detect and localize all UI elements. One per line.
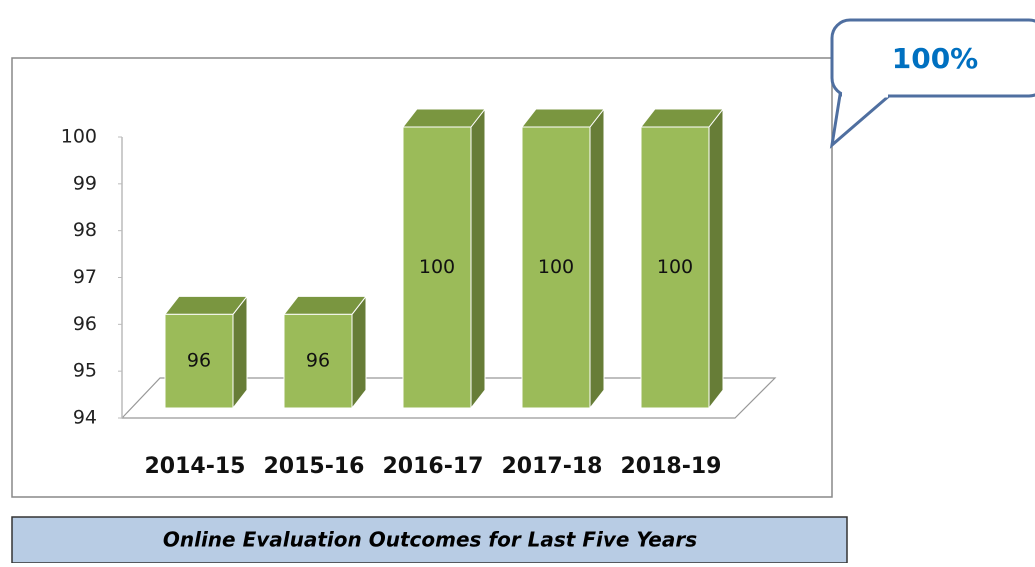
bar-top — [639, 108, 725, 128]
bar-side — [232, 294, 248, 410]
bar-side — [470, 107, 486, 410]
bar — [402, 126, 472, 409]
bar-side — [708, 107, 724, 410]
y-tick-label: 94 — [73, 407, 97, 429]
value-label: 100 — [419, 256, 455, 278]
caption: Online Evaluation Outcomes for Last Five… — [163, 528, 697, 552]
bar-side — [351, 294, 367, 410]
x-tick-label: 2017-18 — [502, 454, 603, 479]
value-label: 96 — [306, 350, 330, 372]
bar — [164, 313, 234, 409]
y-tick-label: 98 — [73, 219, 97, 241]
y-tick-label: 99 — [73, 172, 97, 194]
bar-top — [282, 295, 368, 315]
bar-top — [520, 108, 606, 128]
y-tick-label: 97 — [73, 266, 97, 288]
callout — [830, 18, 1035, 98]
x-tick-label: 2018-19 — [621, 454, 722, 479]
y-tick-label: 96 — [73, 313, 97, 335]
bar — [521, 126, 591, 409]
y-tick-label: 100 — [61, 126, 97, 148]
x-tick-label: 2016-17 — [383, 454, 484, 479]
x-tick-label: 2015-16 — [264, 454, 365, 479]
value-label: 100 — [657, 256, 693, 278]
bar-top — [401, 108, 487, 128]
y-tick-label: 95 — [73, 360, 97, 382]
x-tick-label: 2014-15 — [145, 454, 246, 479]
bar — [640, 126, 710, 409]
value-label: 96 — [187, 350, 211, 372]
value-label: 100 — [538, 256, 574, 278]
annotation: 100% — [892, 42, 979, 75]
bar-top — [163, 295, 249, 315]
bar — [283, 313, 353, 409]
callout-tail — [829, 93, 895, 149]
caption-box — [11, 516, 848, 564]
bar-side — [589, 107, 605, 410]
